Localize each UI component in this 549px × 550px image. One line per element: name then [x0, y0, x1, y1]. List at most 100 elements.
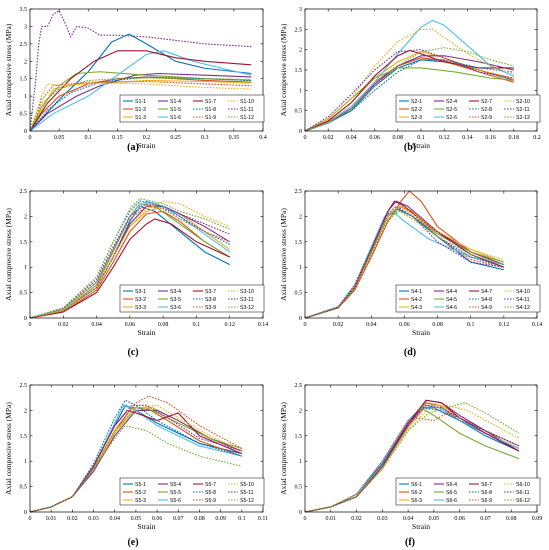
legend-label: S3-10 [240, 289, 254, 295]
legend-label: S3-2 [135, 297, 146, 303]
legend-label: S1-4 [170, 99, 181, 105]
series-line [305, 59, 514, 131]
series-group [305, 399, 520, 512]
series-group [30, 395, 243, 512]
legend-label: S1-5 [170, 107, 181, 113]
series-line [30, 200, 230, 318]
y-tick-label: 0 [299, 510, 302, 516]
x-tick-label: 0.01 [46, 516, 57, 522]
x-tick-label: 0.03 [88, 516, 99, 522]
x-tick-label: 0.2 [143, 135, 151, 141]
legend-label: S5-6 [170, 498, 181, 504]
series-group [305, 19, 515, 131]
y-tick-label: 2 [24, 408, 27, 414]
panel-label: (e) [127, 537, 138, 548]
chart-panel: 0 0.01 0.02 0.03 0.04 0.05 0.06 0.07 0.08 0.09 0 0.… [279, 383, 542, 548]
legend-label: S4-4 [446, 289, 457, 295]
series-line [305, 49, 514, 131]
x-tick-label: 0.05 [131, 516, 142, 522]
legend-label: S2-6 [446, 115, 457, 121]
panel-label: (d) [404, 347, 416, 358]
y-tick-label: 2.5 [295, 189, 303, 195]
legend-label: S2-1 [411, 99, 422, 105]
legend-label: S4-5 [446, 297, 457, 303]
y-tick-label: 3.5 [20, 7, 28, 13]
y-tick-label: 1 [24, 94, 27, 100]
y-tick-label: 1 [299, 459, 302, 465]
y-tick-label: 2 [24, 214, 27, 220]
x-tick-label: 0.16 [485, 135, 496, 141]
x-tick-label: 0.04 [346, 135, 357, 141]
legend-label: S4-7 [481, 289, 492, 295]
series-line [30, 205, 230, 318]
series-group [305, 191, 505, 318]
x-tick-label: 0 [304, 516, 307, 522]
legend-label: S6-10 [516, 482, 530, 488]
legend-label: S6-4 [446, 482, 457, 488]
x-tick-label: 0 [304, 135, 307, 141]
axes-frame [304, 384, 538, 513]
legend-label: S4-12 [516, 305, 530, 311]
series-line [30, 210, 230, 318]
legend-label: S4-3 [411, 305, 422, 311]
series-line [30, 77, 252, 131]
legend-label: S6-6 [446, 498, 457, 504]
series-line [305, 19, 515, 131]
y-tick-label: 1 [299, 265, 302, 271]
series-group [30, 198, 231, 318]
x-tick-label: 0.1 [467, 322, 475, 328]
legend-label: S3-4 [170, 289, 181, 295]
legend-box [119, 94, 265, 123]
y-axis-label: Axial compresive stress (MPa) [4, 402, 13, 495]
chart-panel: 0 0.02 0.04 0.06 0.08 0.1 0.12 0.14 0 0.5 1 1.5 2 2.5… [4, 189, 268, 358]
legend-label: S5-7 [205, 482, 216, 488]
legend: S2-1 S2-2 S2-3 S2-4 S2-5 S2-6 S2-7 S2-8 S2-9 S2-1… [395, 94, 541, 123]
panel-label: (a) [127, 142, 139, 153]
legend-label: S6-1 [411, 482, 422, 488]
legend-box [119, 284, 265, 313]
y-tick-label: 0.5 [20, 485, 28, 491]
x-tick-label: 0 [29, 516, 32, 522]
x-tick-label: 0.11 [258, 516, 268, 522]
series-line [30, 80, 252, 131]
y-tick-label: 1.5 [20, 77, 28, 83]
x-tick-label: 0.09 [215, 516, 226, 522]
legend-label: S1-11 [240, 107, 254, 113]
x-tick-label: 0.14 [532, 322, 543, 328]
x-axis-label: Strain [412, 522, 430, 531]
x-tick-label: 0 [29, 135, 32, 141]
series-line [30, 218, 230, 318]
legend-label: S3-1 [135, 289, 146, 295]
y-tick-label: 0.5 [295, 291, 303, 297]
x-axis-label: Strain [138, 522, 156, 531]
x-axis-label: Strain [138, 141, 156, 150]
y-tick-label: 0.5 [295, 485, 303, 491]
y-axis-label: Axial compresive stress (MPa) [4, 208, 13, 301]
x-tick-label: 0.2 [533, 135, 541, 141]
y-tick-label: 0.5 [295, 109, 303, 115]
legend-label: S1-7 [205, 99, 216, 105]
x-axis-label: Strain [138, 328, 156, 337]
legend-box [119, 477, 265, 506]
legend-label: S2-11 [516, 107, 530, 113]
series-line [30, 203, 230, 318]
x-tick-label: 0.15 [112, 135, 123, 141]
legend-label: S2-3 [411, 115, 422, 121]
legend-label: S1-8 [205, 107, 216, 113]
legend-label: S4-9 [481, 305, 492, 311]
x-tick-label: 0.04 [109, 516, 120, 522]
x-tick-label: 0.02 [323, 135, 334, 141]
y-tick-label: 2.5 [20, 42, 28, 48]
series-line [30, 33, 252, 131]
x-tick-label: 0.18 [509, 135, 520, 141]
x-tick-label: 0 [304, 322, 307, 328]
legend-label: S3-12 [240, 305, 254, 311]
series-line [305, 210, 505, 318]
x-tick-label: 0.08 [506, 516, 517, 522]
x-tick-label: 0.02 [333, 322, 344, 328]
legend-label: S3-11 [240, 297, 254, 303]
y-tick-label: 2 [299, 408, 302, 414]
y-tick-label: 2 [24, 59, 27, 65]
x-tick-label: 0.07 [173, 516, 184, 522]
